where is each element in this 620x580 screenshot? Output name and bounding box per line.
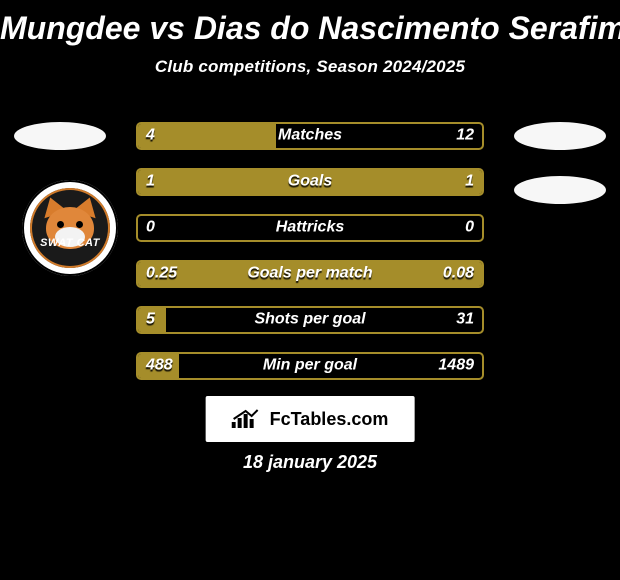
stat-value-left: 1 xyxy=(146,172,155,190)
stat-value-right: 0 xyxy=(465,218,474,236)
team-left-placeholder xyxy=(14,122,106,150)
stat-row: 0.25 0.08 Goals per match xyxy=(136,260,484,288)
stat-row: 0 0 Hattricks xyxy=(136,214,484,242)
stat-value-right: 0.08 xyxy=(443,264,474,282)
stat-label: Goals xyxy=(288,172,332,190)
subtitle: Club competitions, Season 2024/2025 xyxy=(0,57,620,77)
stat-label: Hattricks xyxy=(276,218,344,236)
stat-row: 1 1 Goals xyxy=(136,168,484,196)
team-left-badge-inner xyxy=(30,188,110,268)
stat-value-right: 31 xyxy=(456,310,474,328)
stat-value-left: 5 xyxy=(146,310,155,328)
team-left-badge-label: SWAT CAT xyxy=(40,237,100,249)
stat-fill xyxy=(138,124,276,148)
stat-rows: 4 12 Matches 1 1 Goals 0 0 Hattricks 0.25 0.08 Goal… xyxy=(136,122,484,380)
stat-row: 488 1489 Min per goal xyxy=(136,352,484,380)
stat-row: 5 31 Shots per goal xyxy=(136,306,484,334)
team-right-placeholder-2 xyxy=(514,176,606,204)
page-title: Mungdee vs Dias do Nascimento Serafim xyxy=(0,10,620,47)
brand-chart-icon xyxy=(232,408,260,430)
team-left-badge: SWAT CAT xyxy=(22,180,118,276)
stat-value-left: 4 xyxy=(146,126,155,144)
brand-text: FcTables.com xyxy=(270,409,389,430)
brand-box: FcTables.com xyxy=(206,396,415,442)
stat-label: Shots per goal xyxy=(254,310,365,328)
stat-value-left: 0 xyxy=(146,218,155,236)
stat-label: Goals per match xyxy=(247,264,372,282)
snapshot-date: 18 january 2025 xyxy=(0,452,620,473)
stat-value-left: 0.25 xyxy=(146,264,177,282)
stat-value-right: 1 xyxy=(465,172,474,190)
stat-label: Matches xyxy=(278,126,342,144)
stat-value-right: 1489 xyxy=(438,356,474,374)
stat-row: 4 12 Matches xyxy=(136,122,484,150)
stat-value-right: 12 xyxy=(456,126,474,144)
team-right-placeholder-1 xyxy=(514,122,606,150)
stat-value-left: 488 xyxy=(146,356,173,374)
stat-label: Min per goal xyxy=(263,356,357,374)
comparison-card: Mungdee vs Dias do Nascimento Serafim Cl… xyxy=(0,0,620,580)
